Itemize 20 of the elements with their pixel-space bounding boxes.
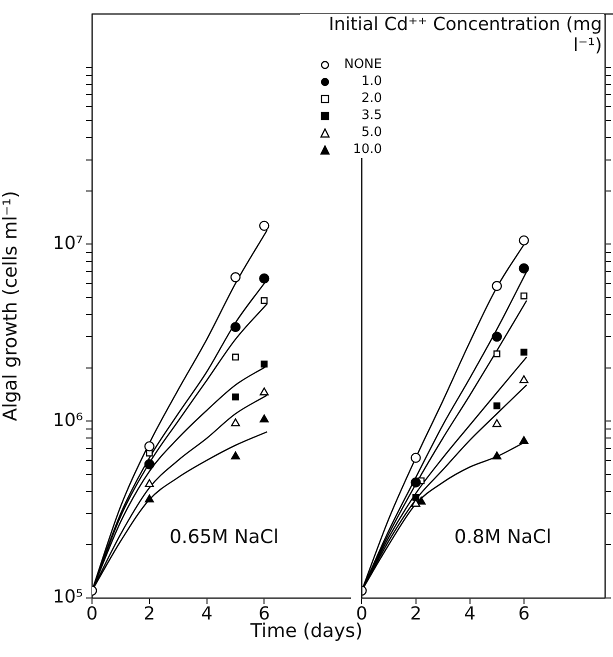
- y-tick-label: 10⁷: [52, 232, 83, 254]
- legend-title: Initial Cd⁺⁺ Concentration (mg l⁻¹): [328, 14, 602, 56]
- x-tick-label: 6: [518, 603, 530, 624]
- x-tick-label: 2: [144, 603, 156, 624]
- annotation: 0.8M NaCl: [454, 526, 552, 548]
- x-tick-label: 4: [464, 603, 476, 624]
- text: 1.0: [360, 74, 382, 89]
- text: 5.0: [360, 125, 382, 140]
- text: 3.5: [360, 108, 382, 123]
- x-tick-label: 0: [86, 603, 98, 624]
- y-tick-label: 10⁵: [52, 586, 83, 608]
- x-tick-label: 2: [410, 603, 422, 624]
- x-axis-title: Time (days): [250, 620, 363, 642]
- legend-label: NONE: [343, 57, 382, 72]
- annotation: 0.65M NaCl: [169, 526, 279, 548]
- text: 2.0: [360, 91, 382, 106]
- y-tick-label: 10⁶: [52, 410, 83, 431]
- x-tick-label: 4: [201, 603, 213, 624]
- y-axis-title: Algal growth (cells ml⁻¹): [0, 190, 22, 422]
- legend-label: 10.0: [352, 142, 382, 157]
